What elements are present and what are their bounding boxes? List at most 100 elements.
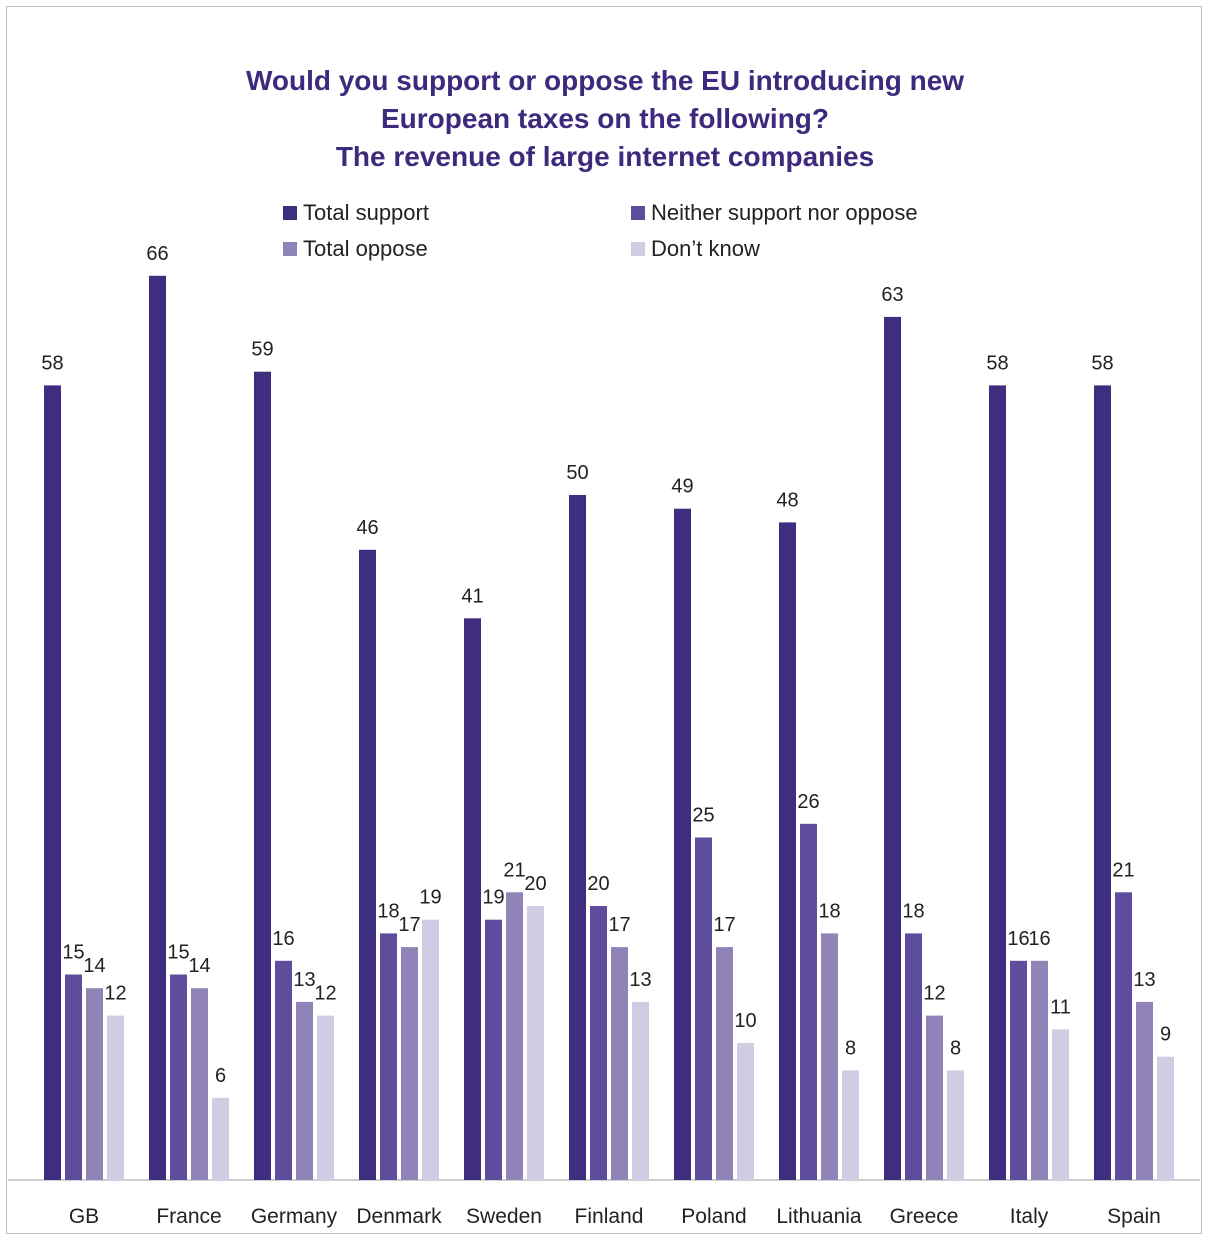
data-label-lithuania-don-t-know: 8 <box>845 1037 856 1059</box>
data-label-poland-neither-support-nor-oppose: 25 <box>692 805 714 827</box>
bar-poland-neither-support-nor-oppose <box>695 837 712 1180</box>
bar-greece-total-support <box>884 316 901 1180</box>
x-tick-label-sweden: Sweden <box>466 1205 542 1228</box>
bar-lithuania-total-support <box>779 522 796 1180</box>
bar-germany-neither-support-nor-oppose <box>275 960 292 1180</box>
bar-france-total-oppose <box>191 988 208 1180</box>
x-tick-label-greece: Greece <box>890 1205 959 1228</box>
bar-lithuania-don-t-know <box>842 1070 859 1180</box>
chart-title-line-2: European taxes on the following? <box>380 103 830 134</box>
legend-swatch-total-oppose <box>283 242 297 256</box>
legend-label-neither: Neither support nor oppose <box>651 200 918 225</box>
bar-gb-neither-support-nor-oppose <box>65 974 82 1180</box>
data-label-sweden-neither-support-nor-oppose: 19 <box>482 887 504 909</box>
data-label-finland-don-t-know: 13 <box>629 969 651 991</box>
legend-swatch-neither <box>631 206 645 220</box>
data-label-denmark-total-support: 46 <box>356 517 378 539</box>
bar-spain-total-oppose <box>1136 1001 1153 1180</box>
data-label-italy-total-oppose: 16 <box>1028 928 1050 950</box>
data-label-italy-neither-support-nor-oppose: 16 <box>1007 928 1029 950</box>
bar-poland-total-oppose <box>716 947 733 1180</box>
bar-poland-total-support <box>674 508 691 1180</box>
bar-sweden-neither-support-nor-oppose <box>485 919 502 1180</box>
legend-item-neither: Neither support nor oppose <box>631 200 918 226</box>
data-label-finland-total-oppose: 17 <box>608 914 630 936</box>
legend-item-dont-know: Don’t know <box>631 236 760 262</box>
x-tick-label-gb: GB <box>69 1205 99 1228</box>
bar-sweden-total-oppose <box>506 892 523 1180</box>
bar-sweden-don-t-know <box>527 906 544 1180</box>
bar-greece-neither-support-nor-oppose <box>905 933 922 1180</box>
legend-label-dont-know: Don’t know <box>651 236 760 261</box>
data-label-poland-total-support: 49 <box>671 476 693 498</box>
data-label-denmark-don-t-know: 19 <box>419 887 441 909</box>
bar-france-don-t-know <box>212 1097 229 1180</box>
data-label-gb-don-t-know: 12 <box>104 983 126 1005</box>
bar-lithuania-neither-support-nor-oppose <box>800 823 817 1180</box>
data-label-france-total-oppose: 14 <box>188 955 210 977</box>
bar-greece-don-t-know <box>947 1070 964 1180</box>
data-label-greece-total-support: 63 <box>881 284 903 306</box>
bar-germany-don-t-know <box>317 1015 334 1180</box>
data-label-spain-total-oppose: 13 <box>1133 969 1155 991</box>
data-label-gb-neither-support-nor-oppose: 15 <box>62 942 84 964</box>
bar-finland-neither-support-nor-oppose <box>590 906 607 1180</box>
bar-denmark-neither-support-nor-oppose <box>380 933 397 1180</box>
bar-germany-total-oppose <box>296 1001 313 1180</box>
data-label-germany-don-t-know: 12 <box>314 983 336 1005</box>
x-tick-label-spain: Spain <box>1107 1205 1161 1228</box>
data-label-greece-total-oppose: 12 <box>923 983 945 1005</box>
legend-swatch-dont-know <box>631 242 645 256</box>
legend-label-total-support: Total support <box>303 200 429 225</box>
data-label-greece-don-t-know: 8 <box>950 1037 961 1059</box>
data-label-france-don-t-know: 6 <box>215 1065 226 1087</box>
bar-spain-total-support <box>1094 385 1111 1180</box>
chart-title-line-3: The revenue of large internet companies <box>335 141 875 172</box>
legend-swatch-total-support <box>283 206 297 220</box>
data-label-spain-don-t-know: 9 <box>1160 1024 1171 1046</box>
bar-denmark-total-support <box>359 549 376 1180</box>
bar-gb-total-support <box>44 385 61 1180</box>
chart-title: Would you support or oppose the EU intro… <box>0 62 1210 176</box>
data-label-germany-total-oppose: 13 <box>293 969 315 991</box>
bar-greece-total-oppose <box>926 1015 943 1180</box>
data-label-sweden-total-oppose: 21 <box>503 859 525 881</box>
bar-italy-neither-support-nor-oppose <box>1010 960 1027 1180</box>
data-label-denmark-total-oppose: 17 <box>398 914 420 936</box>
data-label-italy-don-t-know: 11 <box>1050 996 1071 1018</box>
x-tick-label-germany: Germany <box>251 1205 338 1228</box>
bar-denmark-total-oppose <box>401 947 418 1180</box>
data-label-sweden-total-support: 41 <box>461 585 483 607</box>
x-tick-label-denmark: Denmark <box>356 1205 442 1228</box>
chart-title-line-1: Would you support or oppose the EU intro… <box>245 65 965 96</box>
data-label-spain-neither-support-nor-oppose: 21 <box>1112 859 1134 881</box>
bar-spain-neither-support-nor-oppose <box>1115 892 1132 1180</box>
data-label-finland-total-support: 50 <box>566 462 588 484</box>
data-label-france-neither-support-nor-oppose: 15 <box>167 942 189 964</box>
x-tick-label-poland: Poland <box>681 1205 746 1228</box>
bar-finland-don-t-know <box>632 1001 649 1180</box>
bar-germany-total-support <box>254 371 271 1180</box>
x-tick-label-italy: Italy <box>1010 1205 1049 1228</box>
data-label-finland-neither-support-nor-oppose: 20 <box>587 873 609 895</box>
bar-italy-don-t-know <box>1052 1029 1069 1180</box>
data-label-gb-total-support: 58 <box>41 352 63 374</box>
bar-france-neither-support-nor-oppose <box>170 974 187 1180</box>
x-tick-label-france: France <box>156 1205 221 1228</box>
data-label-france-total-support: 66 <box>146 243 168 265</box>
data-label-gb-total-oppose: 14 <box>83 955 105 977</box>
legend-item-total-support: Total support <box>283 200 429 226</box>
bar-gb-total-oppose <box>86 988 103 1180</box>
data-label-lithuania-neither-support-nor-oppose: 26 <box>797 791 819 813</box>
bar-denmark-don-t-know <box>422 919 439 1180</box>
bar-lithuania-total-oppose <box>821 933 838 1180</box>
data-label-greece-neither-support-nor-oppose: 18 <box>902 900 924 922</box>
x-tick-label-finland: Finland <box>575 1205 644 1228</box>
bar-finland-total-support <box>569 495 586 1180</box>
data-label-germany-total-support: 59 <box>251 339 273 361</box>
bar-finland-total-oppose <box>611 947 628 1180</box>
data-label-denmark-neither-support-nor-oppose: 18 <box>377 900 399 922</box>
bar-sweden-total-support <box>464 618 481 1180</box>
legend-item-total-oppose: Total oppose <box>283 236 428 262</box>
